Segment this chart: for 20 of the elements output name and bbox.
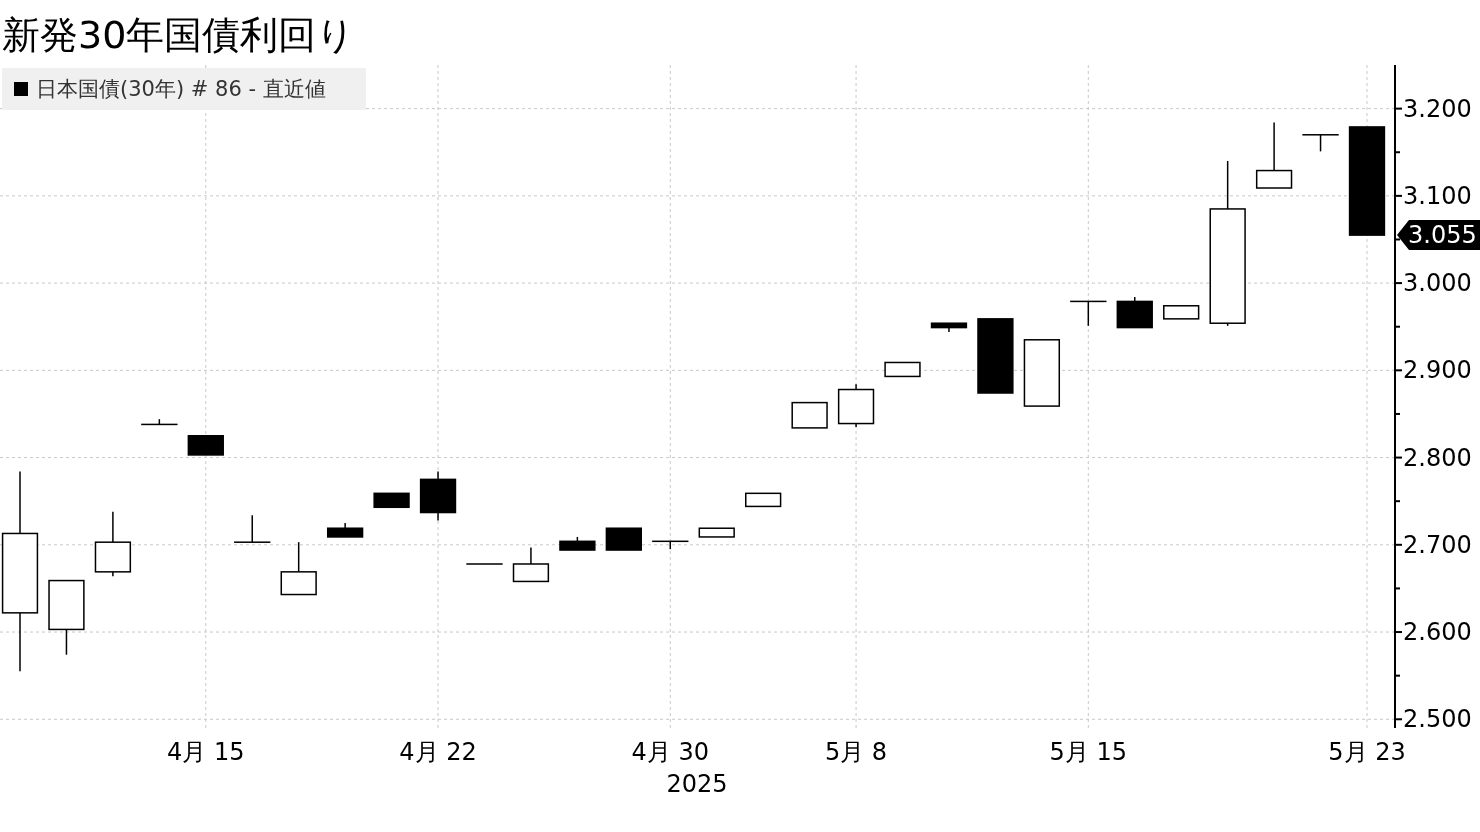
y-tick-label: 2.700 bbox=[1403, 530, 1472, 559]
x-tick-label: 4月 15 bbox=[167, 738, 245, 766]
candlestick bbox=[419, 470, 457, 522]
x-axis-title: 2025 bbox=[666, 770, 728, 798]
y-tick-label: 3.000 bbox=[1403, 269, 1472, 298]
y-tick-label: 2.600 bbox=[1403, 618, 1472, 647]
x-tick-label: 5月 8 bbox=[824, 738, 888, 766]
y-tick-label: 2.800 bbox=[1403, 443, 1472, 472]
x-tick-label: 5月 15 bbox=[1049, 738, 1128, 766]
x-tick-label: 4月 22 bbox=[399, 738, 477, 766]
chart-title: 新発30年国債利回り bbox=[2, 13, 356, 57]
y-tick-label: 3.200 bbox=[1403, 94, 1472, 123]
y-tick-label: 3.100 bbox=[1403, 181, 1472, 210]
y-tick-label: 2.900 bbox=[1403, 356, 1472, 385]
x-tick-label: 4月 30 bbox=[631, 738, 709, 766]
legend-label: 日本国債(30年) # 86 - 直近値 bbox=[36, 77, 326, 101]
x-tick-label: 5月 23 bbox=[1328, 738, 1406, 766]
candlestick bbox=[837, 383, 875, 428]
annotation: 3.055 bbox=[1408, 221, 1477, 250]
y-tick-label: 2.500 bbox=[1403, 705, 1472, 734]
